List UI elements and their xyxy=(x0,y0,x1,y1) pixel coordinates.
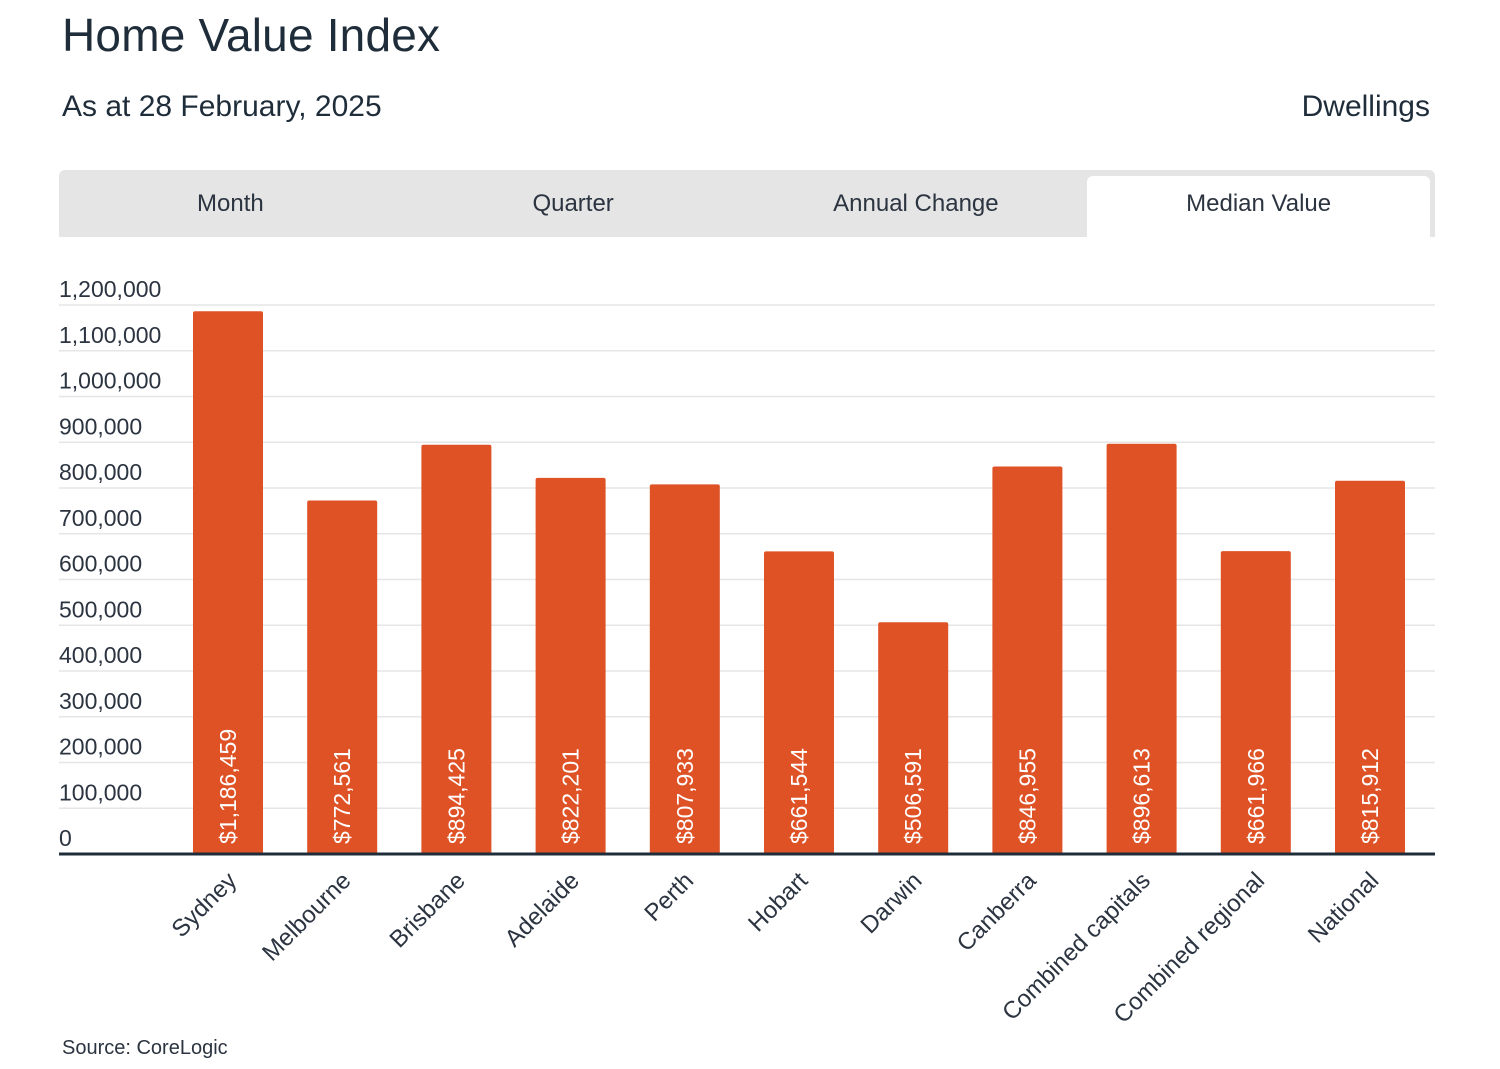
bar-value-label: $807,933 xyxy=(672,748,698,844)
y-axis-ticks: 0 100,000 200,000 300,000 400,000 500,000 600,… xyxy=(59,276,161,851)
x-axis-ticks: Sydney Melbourne Brisbane Adelaide Perth Hoba… xyxy=(167,867,1385,1029)
bar-brisbane[interactable] xyxy=(421,444,492,854)
bar-sydney[interactable] xyxy=(193,311,263,854)
bar-hobart[interactable] xyxy=(764,551,834,854)
gridlines xyxy=(59,304,1435,809)
x-tick-label: Canberra xyxy=(952,867,1042,957)
tab-annual-change[interactable]: Annual Change xyxy=(833,189,999,217)
y-tick-label: 1,000,000 xyxy=(59,368,161,394)
x-tick-label: Darwin xyxy=(856,867,928,939)
tab-quarter[interactable]: Quarter xyxy=(532,189,614,217)
y-tick-label: 1,100,000 xyxy=(59,322,161,348)
bar-labels: $1,186,459 $772,561 $894,425 $822,201 $807,9… xyxy=(215,729,1383,844)
x-tick-label: Brisbane xyxy=(385,867,471,953)
bars xyxy=(193,311,1405,854)
x-tick-label: Adelaide xyxy=(500,867,585,952)
bar-value-label: $1,186,459 xyxy=(215,729,241,844)
bar-value-label: $896,613 xyxy=(1129,748,1155,844)
y-tick-label: 800,000 xyxy=(59,459,142,485)
page-title: Home Value Index xyxy=(62,9,441,61)
bar-value-label: $894,425 xyxy=(443,748,469,844)
tab-month[interactable]: Month xyxy=(197,189,264,217)
bar-combined-regional[interactable] xyxy=(1220,551,1291,854)
x-tick-label: National xyxy=(1303,867,1384,948)
y-tick-label: 1,200,000 xyxy=(59,276,161,302)
bar-combined-capitals[interactable] xyxy=(1106,443,1177,854)
tab-bar: Month Quarter Annual Change Median Value xyxy=(59,170,1435,237)
bar-value-label: $772,561 xyxy=(329,748,355,844)
y-tick-label: 0 xyxy=(59,825,72,851)
y-tick-label: 900,000 xyxy=(59,413,142,439)
tab-median-value[interactable]: Median Value xyxy=(1087,176,1430,237)
y-tick-label: 200,000 xyxy=(59,734,142,760)
bar-perth[interactable] xyxy=(649,484,720,854)
bar-adelaide[interactable] xyxy=(535,477,606,854)
bar-value-label: $846,955 xyxy=(1014,748,1040,844)
x-tick-label: Sydney xyxy=(167,867,243,943)
source-note: Source: CoreLogic xyxy=(62,1037,228,1059)
x-tick-label: Perth xyxy=(639,867,699,927)
bar-value-label: $661,544 xyxy=(786,748,812,844)
segment-label: Dwellings xyxy=(1301,90,1430,123)
bar-value-label: $661,966 xyxy=(1243,748,1269,844)
x-tick-label: Melbourne xyxy=(257,867,356,966)
y-tick-label: 100,000 xyxy=(59,779,142,805)
y-tick-label: 700,000 xyxy=(59,505,142,531)
x-tick-label: Hobart xyxy=(743,867,813,937)
as-at-date: As at 28 February, 2025 xyxy=(62,90,382,123)
y-tick-label: 400,000 xyxy=(59,642,142,668)
bar-value-label: $822,201 xyxy=(558,748,584,844)
bar-value-label: $506,591 xyxy=(900,748,926,844)
y-tick-label: 600,000 xyxy=(59,551,142,577)
bar-national[interactable] xyxy=(1335,480,1405,854)
bar-darwin[interactable] xyxy=(878,622,949,854)
y-tick-label: 300,000 xyxy=(59,688,142,714)
bar-melbourne[interactable] xyxy=(307,500,378,854)
y-tick-label: 500,000 xyxy=(59,596,142,622)
bar-canberra[interactable] xyxy=(992,466,1063,854)
bar-value-label: $815,912 xyxy=(1357,748,1383,844)
